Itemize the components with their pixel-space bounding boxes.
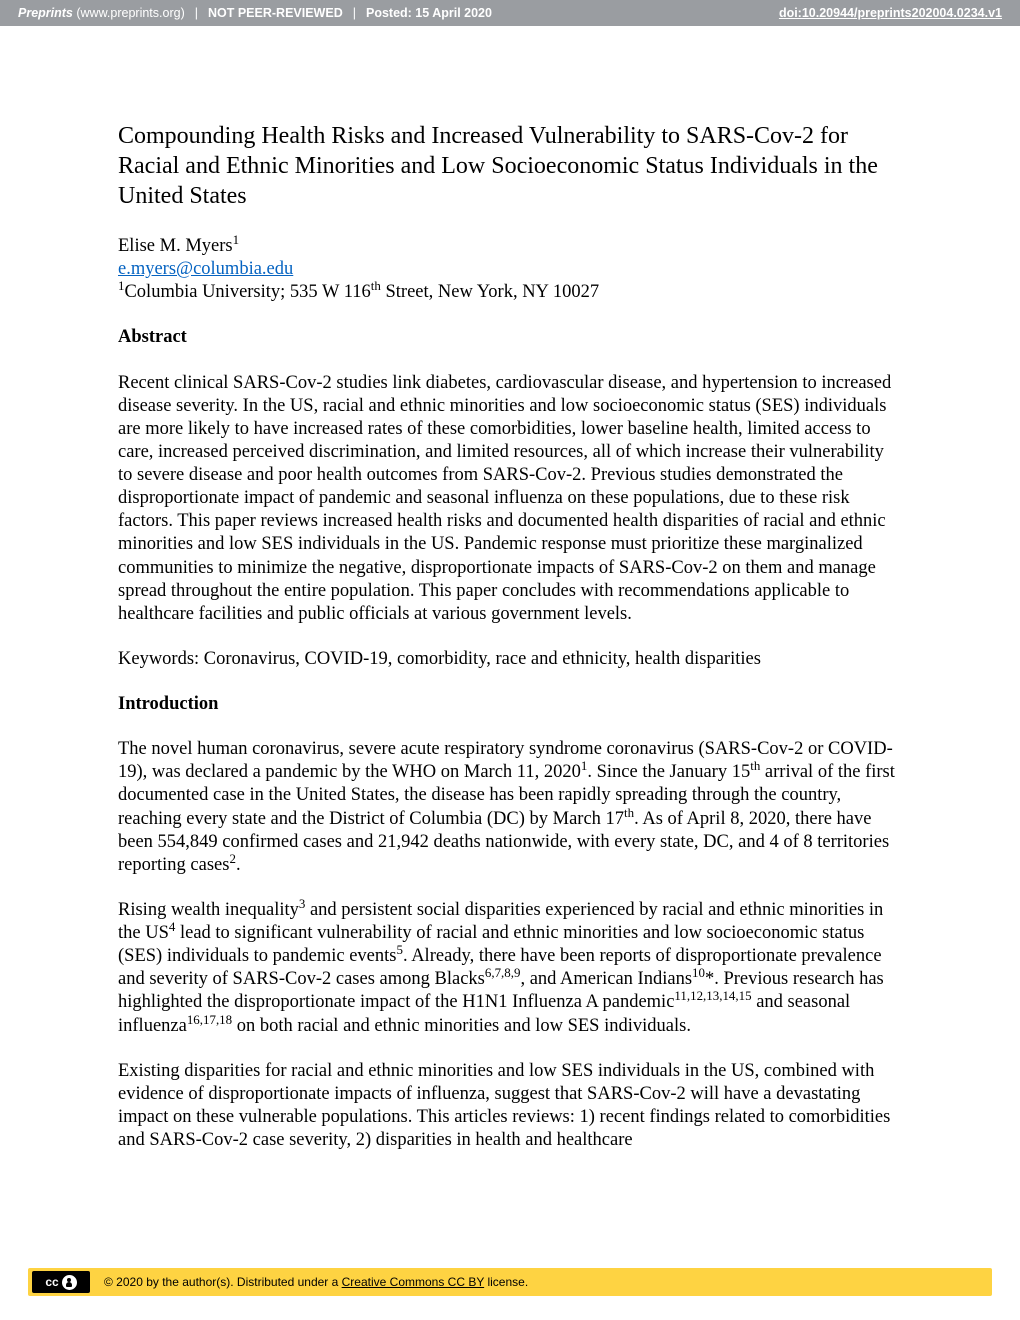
posted-date: Posted: 15 April 2020 [366, 6, 492, 20]
footer-text: © 2020 by the author(s). Distributed und… [104, 1275, 528, 1289]
cite-6789: 6,7,8,9 [485, 965, 521, 980]
cite-16-18: 16,17,18 [187, 1011, 232, 1026]
separator-1: | [195, 6, 198, 20]
p2-e: , and American Indians [520, 969, 692, 989]
doi-link[interactable]: doi:10.20944/preprints202004.0234.v1 [779, 6, 1002, 20]
sup-th-1: th [750, 758, 760, 773]
site-name-rest: (www.preprints.org) [73, 6, 185, 20]
site-name: Preprints (www.preprints.org) [18, 6, 185, 20]
introduction-heading: Introduction [118, 693, 902, 716]
affiliation-th: th [371, 278, 381, 293]
p2-a: Rising wealth inequality [118, 900, 299, 920]
keywords-line: Keywords: Coronavirus, COVID-19, comorbi… [118, 648, 902, 671]
author-affiliation-sup: 1 [233, 232, 239, 247]
p1-b: . Since the January 15 [587, 762, 750, 782]
cc-by-badge-icon: cc [32, 1271, 90, 1293]
p1-e: . [236, 855, 241, 875]
sup-th-2: th [624, 804, 634, 819]
license-footer-bar: cc © 2020 by the author(s). Distributed … [28, 1268, 992, 1296]
preprint-header-bar: Preprints (www.preprints.org) | NOT PEER… [0, 0, 1020, 26]
intro-paragraph-2: Rising wealth inequality3 and persistent… [118, 899, 902, 1038]
document-content: Compounding Health Risks and Increased V… [0, 26, 1020, 1152]
abstract-text: Recent clinical SARS-Cov-2 studies link … [118, 372, 902, 626]
abstract-heading: Abstract [118, 326, 902, 349]
cc-letters: cc [45, 1275, 58, 1289]
affiliation-pre: Columbia University; 535 W 116 [124, 282, 370, 302]
affiliation-post: Street, New York, NY 10027 [381, 282, 599, 302]
cite-11-15: 11,12,13,14,15 [674, 988, 751, 1003]
author-block: Elise M. Myers1 e.myers@columbia.edu 1Co… [118, 235, 902, 304]
p2-h: on both racial and ethnic minorities and… [232, 1016, 691, 1036]
paper-title: Compounding Health Risks and Increased V… [118, 121, 902, 211]
license-link[interactable]: Creative Commons CC BY [342, 1275, 485, 1289]
affiliation-line: 1Columbia University; 535 W 116th Street… [118, 281, 902, 304]
author-name: Elise M. Myers [118, 236, 233, 256]
cite-10: 10 [692, 965, 705, 980]
intro-paragraph-1: The novel human coronavirus, severe acut… [118, 738, 902, 877]
peer-review-status: NOT PEER-REVIEWED [208, 6, 343, 20]
header-left: Preprints (www.preprints.org) | NOT PEER… [18, 6, 492, 20]
copyright-text: © 2020 by the author(s). Distributed und… [104, 1275, 342, 1289]
site-name-bold: Preprints [18, 6, 73, 20]
by-circle-icon [62, 1275, 77, 1290]
intro-paragraph-3: Existing disparities for racial and ethn… [118, 1060, 902, 1153]
separator-2: | [353, 6, 356, 20]
author-name-line: Elise M. Myers1 [118, 235, 902, 258]
license-suffix: license. [484, 1275, 528, 1289]
author-email-link[interactable]: e.myers@columbia.edu [118, 259, 293, 279]
